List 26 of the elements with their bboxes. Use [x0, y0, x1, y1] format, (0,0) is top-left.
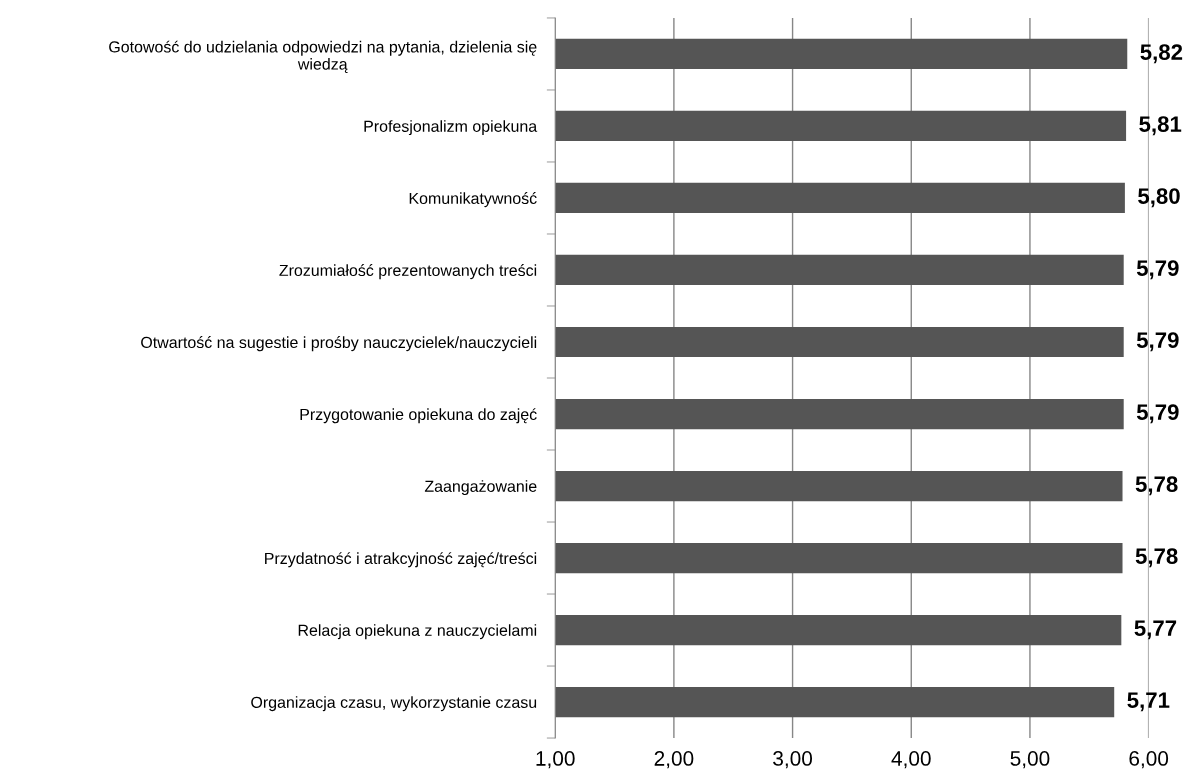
- data-label: 5,80: [1138, 188, 1180, 208]
- data-label: 5,77: [1134, 620, 1177, 640]
- x-tick-label: 4,00: [891, 751, 931, 769]
- y-tick-label: Otwartość na sugestie i prośby nauczycielek/nauczycieli: [141, 336, 537, 352]
- data-label: 5,78: [1135, 476, 1178, 496]
- data-label: 5,78: [1135, 548, 1178, 568]
- x-tick-label: 6,00: [1129, 751, 1169, 769]
- data-label: 5,79: [1136, 260, 1179, 280]
- x-tick-label: 1,00: [536, 751, 575, 769]
- data-label: 5,82: [1140, 44, 1183, 64]
- y-tick-label: Zrozumiałość prezentowanych treści: [279, 264, 537, 280]
- data-label: 5,71: [1127, 692, 1170, 712]
- data-label: 5,79: [1136, 332, 1179, 352]
- y-tick-label: Zaangażowanie: [424, 480, 537, 496]
- y-tick-label: Przygotowanie opiekuna do zajęć: [300, 408, 537, 424]
- data-label: 5,81: [1139, 116, 1182, 136]
- y-tick-label: Organizacja czasu, wykorzystanie czasu: [251, 696, 537, 712]
- x-tick-label: 3,00: [773, 751, 813, 769]
- y-tick-label: Przydatność i atrakcyjność zajęć/treści: [265, 552, 537, 568]
- y-tick-label: Gotowość do udzielania odpowiedzi na pytania, dzielenia się wiedzą: [109, 40, 537, 73]
- x-tick-label: 2,00: [654, 751, 694, 769]
- x-tick-label: 5,00: [1010, 751, 1050, 769]
- y-tick-label: Profesjonalizm opiekuna: [364, 120, 538, 136]
- y-tick-label: Relacja opiekuna z nauczycielami: [298, 624, 537, 640]
- y-tick-label: Komunikatywność: [409, 192, 537, 208]
- data-label: 5,79: [1136, 404, 1179, 424]
